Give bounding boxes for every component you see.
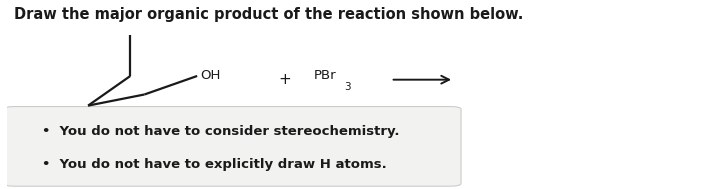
Text: Draw the major organic product of the reaction shown below.: Draw the major organic product of the re… — [14, 7, 523, 22]
Text: •  You do not have to explicitly draw H atoms.: • You do not have to explicitly draw H a… — [42, 158, 387, 171]
Text: •  You do not have to consider stereochemistry.: • You do not have to consider stereochem… — [42, 125, 400, 138]
Text: OH: OH — [200, 70, 220, 82]
Text: +: + — [279, 72, 292, 87]
Text: 3: 3 — [344, 82, 351, 92]
Text: PBr: PBr — [313, 69, 336, 81]
FancyBboxPatch shape — [4, 107, 461, 186]
